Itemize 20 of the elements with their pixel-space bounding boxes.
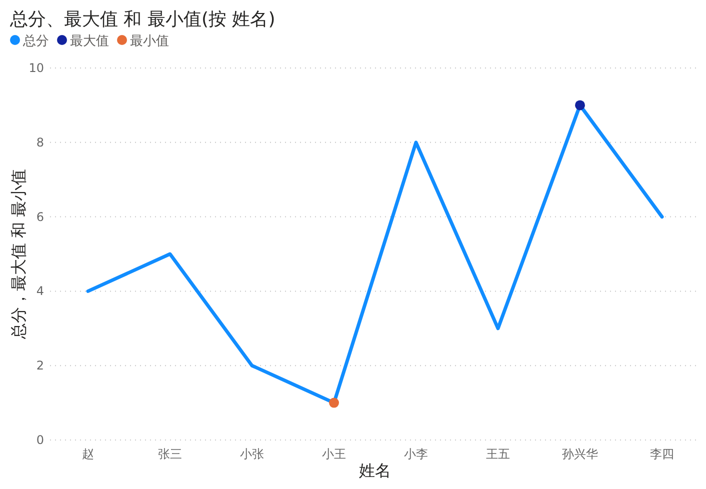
y-tick-label: 8 (36, 135, 44, 150)
x-axis-title: 姓名 (359, 461, 391, 480)
x-tick-label: 小李 (404, 447, 428, 461)
y-tick-label: 4 (36, 284, 44, 298)
legend-label: 总分 (22, 34, 49, 49)
y-tick-label: 6 (36, 210, 44, 224)
y-tick-label: 10 (28, 61, 44, 75)
x-tick-label: 孙兴华 (562, 447, 598, 461)
chart-title: 总分、最大值 和 最小值(按 姓名) (9, 9, 276, 30)
x-tick-label: 小张 (240, 447, 264, 461)
y-tick-label: 2 (36, 358, 44, 373)
legend-label: 最大值 (70, 34, 109, 49)
x-tick-label: 李四 (650, 447, 674, 461)
y-axis-title: 总分，最大值 和 最小值 (9, 168, 28, 340)
x-tick-label: 张三 (158, 447, 182, 461)
x-tick-label: 小王 (322, 447, 346, 461)
legend-label: 最小值 (130, 34, 169, 49)
y-tick-label: 0 (36, 433, 44, 447)
x-tick-label: 王五 (486, 447, 510, 461)
x-tick-label: 赵 (82, 447, 94, 461)
